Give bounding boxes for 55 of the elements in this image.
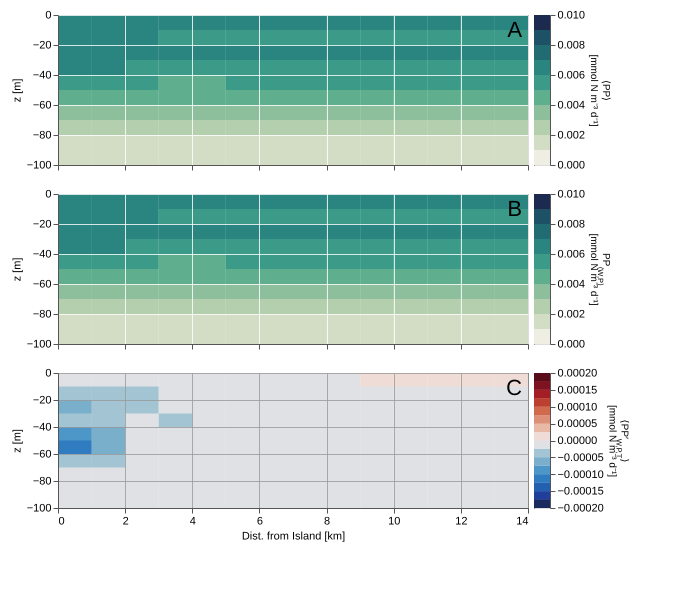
y-tick-label: 0: [45, 188, 52, 200]
y-axis-title: z [m]: [12, 429, 24, 453]
y-tick-label: −60: [32, 100, 52, 112]
color-bar-label: −0.00010: [558, 468, 604, 481]
color-bar-label: −0.00015: [558, 486, 604, 498]
x-tick-label: 4: [190, 516, 196, 528]
color-bar-label: −0.00005: [558, 452, 604, 464]
y-tick-label: −80: [32, 308, 52, 320]
y-axis-title: z [m]: [12, 258, 24, 282]
color-bar-label: −0.00020: [558, 502, 604, 514]
y-tick-label: 0: [45, 368, 52, 380]
x-axis-title: Dist. from Island [km]: [242, 530, 346, 542]
color-bar-label: 0.00015: [558, 384, 598, 396]
color-bar-label: 0.008: [558, 218, 586, 230]
annotation: C: [506, 375, 522, 400]
color-bar-label: 0.004: [558, 278, 586, 290]
x-tick-label: 14: [516, 516, 528, 528]
color-bar-label: 0.00000: [558, 435, 598, 447]
y-tick-label: −80: [32, 130, 52, 142]
color-bar-label: 0.006: [558, 70, 586, 82]
color-bar-label: 0.000: [558, 160, 586, 172]
color-bar-label: 0.006: [558, 248, 586, 260]
x-tick-label: 2: [122, 516, 129, 528]
color-bar-label: 0.002: [558, 308, 586, 320]
color-bar-label: 0.000: [558, 338, 586, 350]
y-tick-label: −20: [32, 394, 52, 406]
color-bar-label: 0.00020: [558, 368, 598, 380]
color-bar-label: 0.004: [558, 100, 586, 112]
x-tick-label: 0: [58, 516, 65, 528]
y-tick-label: −20: [32, 218, 52, 230]
color-bar-label: 0.00010: [558, 401, 598, 414]
y-tick-label: −100: [26, 160, 52, 172]
color-bar-label: 0.008: [558, 40, 586, 52]
y-tick-label: −40: [32, 70, 52, 82]
color-bar-label: 0.002: [558, 130, 586, 142]
y-tick-label: 0: [45, 10, 52, 22]
x-tick-label: 12: [455, 516, 468, 528]
x-tick-label: 6: [256, 516, 263, 528]
y-tick-label: −60: [32, 448, 52, 460]
y-tick-label: −40: [32, 422, 52, 434]
color-bar-label: 0.010: [558, 10, 586, 22]
y-axis-title: z [m]: [12, 78, 24, 102]
x-tick-label: 10: [388, 516, 400, 528]
y-tick-label: −80: [32, 476, 52, 488]
y-tick-label: −60: [32, 278, 52, 290]
color-bar-label: 0.010: [558, 188, 586, 200]
color-bar-label: 0.00005: [558, 418, 598, 430]
y-tick-label: −100: [26, 502, 52, 514]
annotation: A: [507, 17, 522, 42]
annotation: B: [507, 196, 522, 221]
y-tick-label: −20: [32, 40, 52, 52]
y-tick-label: −40: [32, 248, 52, 260]
color-bar-title: ⟨PP⟩ [mmol N m⁻³ d⁻¹]: [588, 54, 612, 127]
y-tick-label: −100: [26, 338, 52, 350]
x-tick-label: 8: [324, 516, 330, 528]
